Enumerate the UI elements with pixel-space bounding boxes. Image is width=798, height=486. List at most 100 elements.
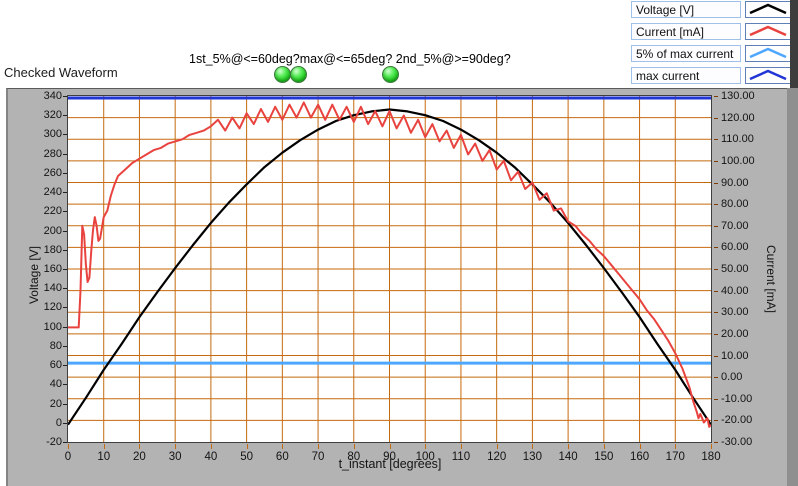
y-right-tick-label: 70.00 bbox=[721, 219, 749, 232]
y-right-tick-mark bbox=[714, 442, 718, 443]
y-left-tick-mark bbox=[63, 384, 67, 386]
y-right-tick-label: -10.00 bbox=[721, 392, 753, 405]
legend-line-sample-5pct[interactable] bbox=[745, 45, 791, 62]
x-tick-label: 30 bbox=[168, 451, 182, 463]
y-right-tick-label: 100.00 bbox=[721, 154, 755, 167]
y-right-tick-mark bbox=[714, 247, 718, 249]
y-right-tick-mark bbox=[714, 160, 718, 162]
x-tick-mark bbox=[568, 444, 570, 449]
x-tick-mark bbox=[460, 444, 462, 449]
y-right-tick-mark bbox=[714, 117, 718, 119]
legend-item-max-current[interactable]: max current bbox=[631, 67, 741, 84]
x-tick-label: 0 bbox=[64, 451, 72, 463]
legend-item-5pct-max-current[interactable]: 5% of max current bbox=[631, 45, 741, 62]
y-left-tick-label: 320 bbox=[43, 109, 62, 122]
x-tick-mark bbox=[353, 444, 355, 449]
x-tick-mark bbox=[639, 444, 641, 449]
y-right-tick-label: -30.00 bbox=[721, 436, 753, 448]
y-left-tick-label: 260 bbox=[43, 166, 62, 179]
window-edge-top bbox=[790, 0, 798, 88]
x-tick-mark bbox=[139, 444, 141, 449]
y-left-tick-mark bbox=[63, 442, 67, 443]
x-tick-label: 90 bbox=[383, 451, 396, 463]
y-left-tick-mark bbox=[63, 269, 67, 270]
y-right-axis-title: Current [mA] bbox=[764, 244, 778, 313]
y-right-tick-label: 130.00 bbox=[721, 90, 755, 102]
legend-item-voltage[interactable]: Voltage [V] bbox=[631, 1, 741, 18]
x-tick-label: 130 bbox=[522, 451, 542, 463]
x-tick-mark bbox=[103, 444, 105, 449]
y-right-tick-label: 80.00 bbox=[721, 198, 749, 211]
x-tick-mark bbox=[318, 444, 320, 449]
y-left-tick-mark bbox=[63, 422, 67, 424]
y-right-tick-label: 90.00 bbox=[721, 176, 749, 189]
y-right-tick-mark bbox=[714, 377, 718, 379]
x-tick-mark bbox=[532, 444, 534, 449]
y-right-tick-mark bbox=[714, 96, 718, 97]
y-left-tick-mark bbox=[63, 172, 67, 174]
x-tick-label: 150 bbox=[594, 451, 614, 463]
pass-led-2 bbox=[290, 66, 307, 83]
x-tick-label: 10 bbox=[97, 451, 111, 463]
y-right-tick-label: -20.00 bbox=[721, 414, 753, 427]
y-right-tick-mark bbox=[714, 312, 718, 314]
y-left-tick-mark bbox=[63, 230, 67, 232]
x-tick-mark bbox=[282, 444, 284, 449]
y-left-tick-label: 120 bbox=[43, 301, 62, 314]
y-right-tick-label: 120.00 bbox=[721, 111, 755, 124]
x-tick-mark bbox=[425, 444, 427, 449]
x-tick-mark bbox=[210, 444, 212, 449]
y-left-tick-label: 220 bbox=[43, 205, 62, 218]
y-left-tick-mark bbox=[63, 403, 67, 405]
x-tick-mark bbox=[496, 444, 498, 449]
y-right-tick-mark bbox=[714, 398, 718, 400]
y-right-tick-mark bbox=[714, 182, 718, 184]
page-title: Checked Waveform bbox=[4, 65, 118, 80]
x-tick-label: 160 bbox=[629, 451, 650, 463]
y-right-tick-label: 40.00 bbox=[721, 284, 749, 297]
legend-item-current[interactable]: Current [mA] bbox=[631, 23, 741, 40]
y-left-tick-label: 300 bbox=[43, 128, 62, 141]
y-left-tick-mark bbox=[63, 192, 67, 194]
x-tick-label: 100 bbox=[415, 451, 435, 463]
y-left-tick-label: 100 bbox=[43, 320, 62, 333]
legend-line-sample-max[interactable] bbox=[745, 67, 791, 84]
x-tick-mark bbox=[603, 444, 605, 449]
y-right-tick-mark bbox=[714, 355, 718, 357]
y-left-tick-label: 20 bbox=[49, 397, 62, 410]
x-tick-label: 180 bbox=[701, 451, 721, 463]
y-left-tick-label: 280 bbox=[43, 147, 62, 160]
y-right-tick-mark bbox=[714, 225, 718, 227]
x-tick-mark bbox=[246, 444, 248, 449]
x-tick-mark bbox=[389, 444, 391, 449]
series-current-line bbox=[68, 101, 711, 428]
check-question-label: 1st_5%@<=60deg?max@<=65deg? 2nd_5%@>=90d… bbox=[189, 52, 511, 66]
x-tick-mark bbox=[675, 444, 677, 449]
y-left-tick-mark bbox=[63, 249, 67, 251]
plot-area[interactable] bbox=[67, 95, 712, 443]
y-left-tick-label: 160 bbox=[43, 263, 62, 275]
legend-line-sample-current[interactable] bbox=[745, 23, 791, 40]
y-right-tick-mark bbox=[714, 420, 718, 422]
x-tick-label: 120 bbox=[487, 451, 507, 463]
y-left-tick-mark bbox=[63, 307, 67, 309]
y-left-tick-mark bbox=[63, 345, 67, 347]
y-left-tick-label: 180 bbox=[43, 243, 62, 256]
y-right-tick-label: 20.00 bbox=[721, 327, 749, 340]
y-right-tick-label: 110.00 bbox=[721, 133, 754, 146]
x-tick-label: 20 bbox=[133, 451, 146, 463]
x-tick-mark bbox=[711, 444, 712, 449]
y-right-tick-label: 60.00 bbox=[721, 241, 749, 254]
series-voltage-line bbox=[68, 108, 711, 426]
y-left-tick-mark bbox=[63, 326, 67, 328]
x-tick-label: 140 bbox=[558, 451, 578, 463]
legend-line-sample-voltage[interactable] bbox=[745, 1, 791, 18]
y-right-tick-label: 50.00 bbox=[721, 263, 749, 275]
x-axis-title: t_instant [degrees] bbox=[338, 457, 442, 471]
x-tick-label: 70 bbox=[311, 451, 325, 463]
y-left-tick-label: 40 bbox=[49, 378, 62, 391]
pass-led-3 bbox=[382, 66, 399, 83]
window-edge-side bbox=[787, 88, 798, 486]
y-left-tick-mark bbox=[63, 115, 67, 117]
y-left-tick-mark bbox=[63, 96, 67, 97]
